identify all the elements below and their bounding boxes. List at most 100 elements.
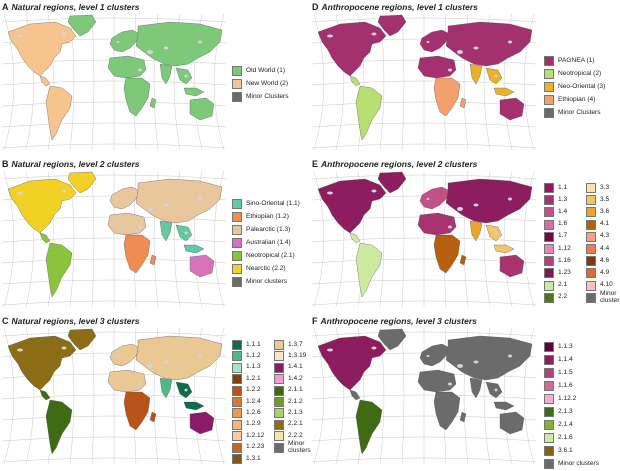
region-greenland (377, 14, 407, 37)
legend-swatch (586, 244, 596, 254)
minor-cluster-patch (494, 74, 498, 78)
legend-label: PAGNEA (1) (558, 56, 595, 64)
legend-label: Minor clusters (558, 459, 600, 467)
legend-swatch (586, 256, 596, 267)
legend-swatch (586, 292, 596, 303)
panel-title: E Anthropocene regions, level 2 clusters (312, 159, 477, 169)
legend-swatch (232, 397, 242, 407)
panel-title: A Natural regions, level 1 clusters (2, 2, 140, 12)
region-samerica (45, 242, 73, 298)
legend-label: 2.1.4 (558, 420, 573, 428)
region-safrica (123, 234, 151, 274)
region-madagascar (459, 411, 467, 423)
legend-label: Minor clusters (600, 289, 620, 304)
legend-swatch (232, 251, 242, 261)
panel-letter: B (2, 159, 9, 169)
panel-title: C Natural regions, level 3 clusters (2, 316, 140, 326)
panel-title: F Anthropocene regions, level 3 clusters (312, 316, 477, 326)
minor-cluster-patch (457, 50, 463, 54)
legend-swatch (544, 433, 554, 443)
legend-label: Old World (1) (246, 66, 286, 74)
legend-label: 1.6 (558, 220, 568, 228)
legend-swatch (544, 381, 554, 391)
region-india (159, 220, 173, 242)
region-madagascar (149, 411, 157, 423)
region-camerica (39, 75, 51, 87)
minor-cluster-patch (327, 191, 333, 195)
legend-swatch (232, 340, 242, 350)
legend-swatch (232, 66, 242, 76)
legend-swatch (274, 351, 284, 362)
legend-label: Palearctic (1.3) (246, 225, 291, 233)
legend-label: New World (2) (246, 79, 289, 87)
minor-cluster-patch (448, 68, 452, 72)
region-namerica (317, 335, 387, 391)
legend-swatch (232, 442, 242, 453)
legend-swatch (544, 56, 554, 66)
panel-f: F Anthropocene regions, level 3 clusters … (310, 314, 620, 471)
legend-swatch (544, 108, 554, 118)
legend-label: 1.2.23 (246, 443, 265, 451)
legend-swatch (232, 277, 242, 287)
panel-title: B Natural regions, level 2 clusters (2, 159, 140, 169)
legend-label: 1.16 (558, 256, 571, 264)
region-asia (135, 21, 223, 67)
region-safrica (433, 234, 461, 274)
region-seasia (175, 381, 193, 399)
legend-label: Minor Clusters (558, 108, 601, 116)
minor-cluster-patch (494, 231, 498, 235)
minor-cluster-patch (61, 346, 67, 350)
minor-cluster-patch (163, 46, 169, 50)
legend-label: 1.3.1 (246, 454, 261, 462)
legend-label: 2.1.2 (288, 397, 303, 405)
panel-title: D Anthropocene regions, level 1 clusters (312, 2, 478, 12)
legend-label: 4.6 (600, 256, 610, 264)
legend-swatch (274, 340, 284, 350)
minor-cluster-patch (138, 68, 142, 72)
legend-swatch (544, 256, 554, 267)
legend-swatch (586, 280, 596, 291)
legend-swatch (544, 207, 554, 218)
minor-cluster-patch (184, 74, 188, 78)
legend-label: 2.2.1 (288, 420, 303, 428)
legend-swatch (544, 342, 554, 352)
minor-cluster-patch (61, 32, 67, 36)
region-madagascar (459, 97, 467, 109)
legend-label: 1.1.6 (558, 381, 573, 389)
world-map (1, 327, 227, 465)
legend-label: 1.4 (558, 207, 568, 215)
legend-swatch (586, 219, 596, 230)
legend-label: 1.3.7 (288, 340, 303, 348)
minor-cluster-patch (473, 360, 479, 364)
legend-label: Ethiopian (1.2) (246, 212, 289, 220)
legend-label: 1.2.4 (246, 397, 261, 405)
panel-letter: E (312, 159, 319, 169)
world-map (311, 327, 537, 465)
region-safrica (123, 77, 151, 117)
region-madagascar (149, 97, 157, 109)
legend-swatch (586, 207, 596, 218)
legend-swatch (544, 69, 554, 79)
region-madagascar (149, 254, 157, 266)
region-safrica (123, 391, 151, 431)
region-seasia (485, 67, 503, 85)
minor-cluster-patch (17, 348, 23, 352)
region-namerica (7, 178, 77, 234)
panel-letter: D (312, 2, 319, 12)
legend-label: 1.1.5 (558, 368, 573, 376)
region-safrica (433, 77, 461, 117)
panel-letter: A (2, 2, 9, 12)
legend-swatch (274, 408, 284, 419)
legend-label: 3.6 (600, 207, 610, 215)
legend-swatch (544, 231, 554, 242)
panel-e: E Anthropocene regions, level 2 clusters … (310, 157, 620, 314)
minor-cluster-patch (457, 207, 463, 211)
region-india (469, 220, 483, 242)
minor-cluster-patch (494, 388, 498, 392)
region-nafrica (107, 55, 147, 79)
world-map (1, 13, 227, 151)
region-india (159, 63, 173, 85)
legend-swatch (544, 459, 554, 469)
minor-cluster-patch (198, 197, 202, 201)
legend-swatch (232, 199, 242, 209)
